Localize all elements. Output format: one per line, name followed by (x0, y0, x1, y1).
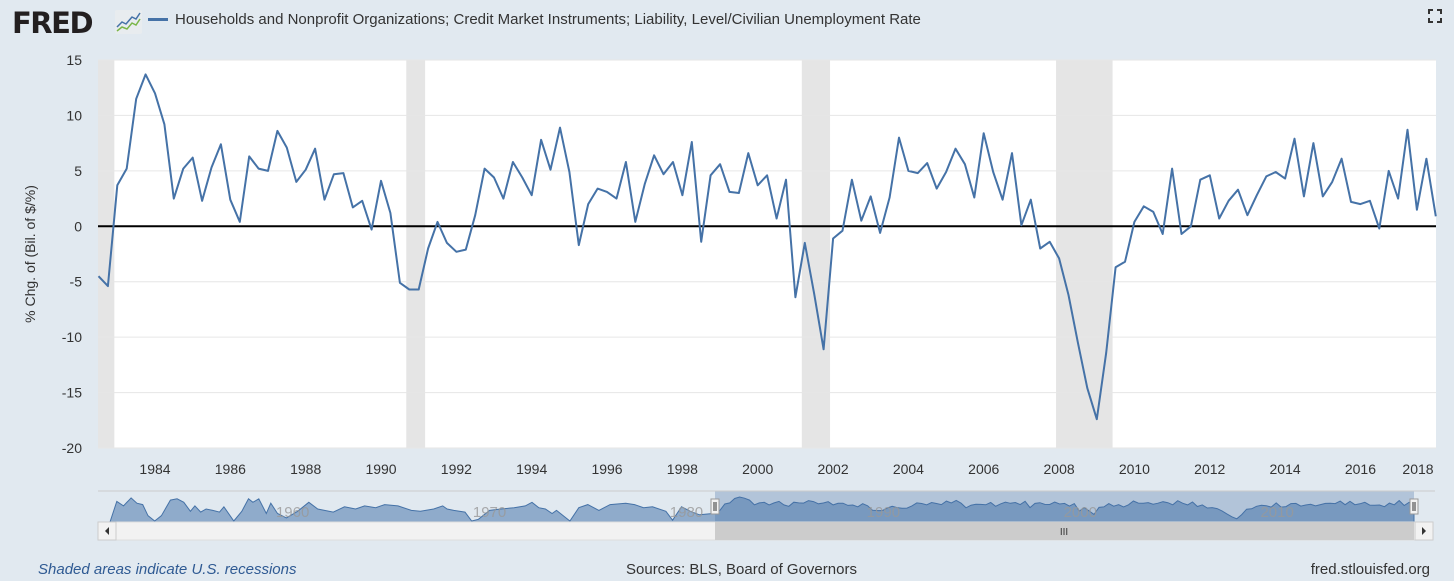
x-tick-label: 2012 (1194, 461, 1225, 477)
navigator-year-label: 1990 (867, 504, 900, 521)
arrow-right-icon (1422, 527, 1426, 535)
y-tick-label: -20 (62, 440, 82, 456)
expand-icon[interactable] (1428, 9, 1442, 23)
navigator-year-labels: 1960 1970 1980 1990 2000 2010 (276, 504, 1294, 521)
gridlines (98, 59, 1436, 449)
sources: Sources: BLS, Board of Governors (626, 561, 857, 578)
x-axis-ticks: 1984 1986 1988 1990 1992 1994 1996 1998 2000 2002… (139, 461, 1433, 477)
navigator-handle-left[interactable] (710, 498, 720, 515)
navigator-year-label: 1980 (670, 504, 703, 521)
x-tick-label: 2014 (1270, 461, 1301, 477)
arrow-left-icon (105, 527, 109, 535)
y-tick-label: -15 (62, 385, 82, 401)
legend[interactable]: Households and Nonprofit Organizations; … (148, 11, 921, 28)
legend-series-line (148, 18, 168, 21)
y-tick-label: -5 (70, 274, 83, 290)
scrollbar[interactable]: III (97, 521, 1434, 541)
y-tick-label: -10 (62, 329, 82, 345)
y-tick-label: 0 (74, 218, 82, 234)
x-tick-label: 2016 (1345, 461, 1376, 477)
x-tick-label: 2000 (742, 461, 773, 477)
navigator-year-label: 1970 (473, 504, 506, 521)
scroll-right-button[interactable] (1414, 521, 1434, 541)
navigator-year-label: 2000 (1064, 504, 1097, 521)
x-tick-label: 2008 (1044, 461, 1075, 477)
x-tick-label: 2004 (893, 461, 924, 477)
navigator-year-label: 2010 (1260, 504, 1293, 521)
x-tick-label: 1992 (441, 461, 472, 477)
x-tick-label: 2006 (968, 461, 999, 477)
x-tick-label: 1990 (365, 461, 396, 477)
navigator-selected-range[interactable] (715, 491, 1414, 522)
y-tick-label: 5 (74, 163, 82, 179)
recession-bands (98, 60, 1113, 448)
x-tick-label: 1994 (516, 461, 547, 477)
x-tick-label: 1988 (290, 461, 321, 477)
scroll-left-button[interactable] (97, 521, 117, 541)
y-axis-label: % Chg. of (Bil. of $/%) (22, 185, 38, 323)
recession-band (406, 60, 426, 448)
series-line (97, 73, 1437, 421)
navigator-handle-right[interactable] (1409, 498, 1419, 515)
navigator-year-label: 1960 (276, 504, 309, 521)
navigator-series-area (109, 496, 1415, 523)
navigator[interactable]: 1960 1970 1980 1990 2000 2010 (98, 490, 1435, 523)
series-points (98, 74, 1436, 420)
x-tick-label: 1996 (591, 461, 622, 477)
y-axis-ticks: 15 10 5 0 -5 -10 -15 -20 (62, 52, 82, 456)
x-tick-label: 2002 (817, 461, 848, 477)
fred-chart-logo-icon (115, 10, 142, 34)
site-link[interactable]: fred.stlouisfed.org (1310, 561, 1430, 578)
recession-note: Shaded areas indicate U.S. recessions (38, 561, 297, 578)
y-tick-label: 15 (66, 52, 82, 68)
x-tick-label: 1984 (139, 461, 170, 477)
x-tick-label: 2010 (1119, 461, 1150, 477)
plot-area (98, 60, 1436, 448)
recession-band (98, 60, 115, 448)
recession-band (1056, 60, 1113, 448)
legend-label: Households and Nonprofit Organizations; … (175, 11, 921, 28)
y-tick-label: 10 (66, 107, 82, 123)
x-tick-label: 2018 (1402, 461, 1433, 477)
x-tick-label: 1986 (215, 461, 246, 477)
fred-logo[interactable]: FRED (12, 6, 94, 40)
scrollbar-grip: III (1060, 527, 1068, 538)
x-tick-label: 1998 (667, 461, 698, 477)
scrollbar-thumb[interactable] (715, 522, 1414, 540)
